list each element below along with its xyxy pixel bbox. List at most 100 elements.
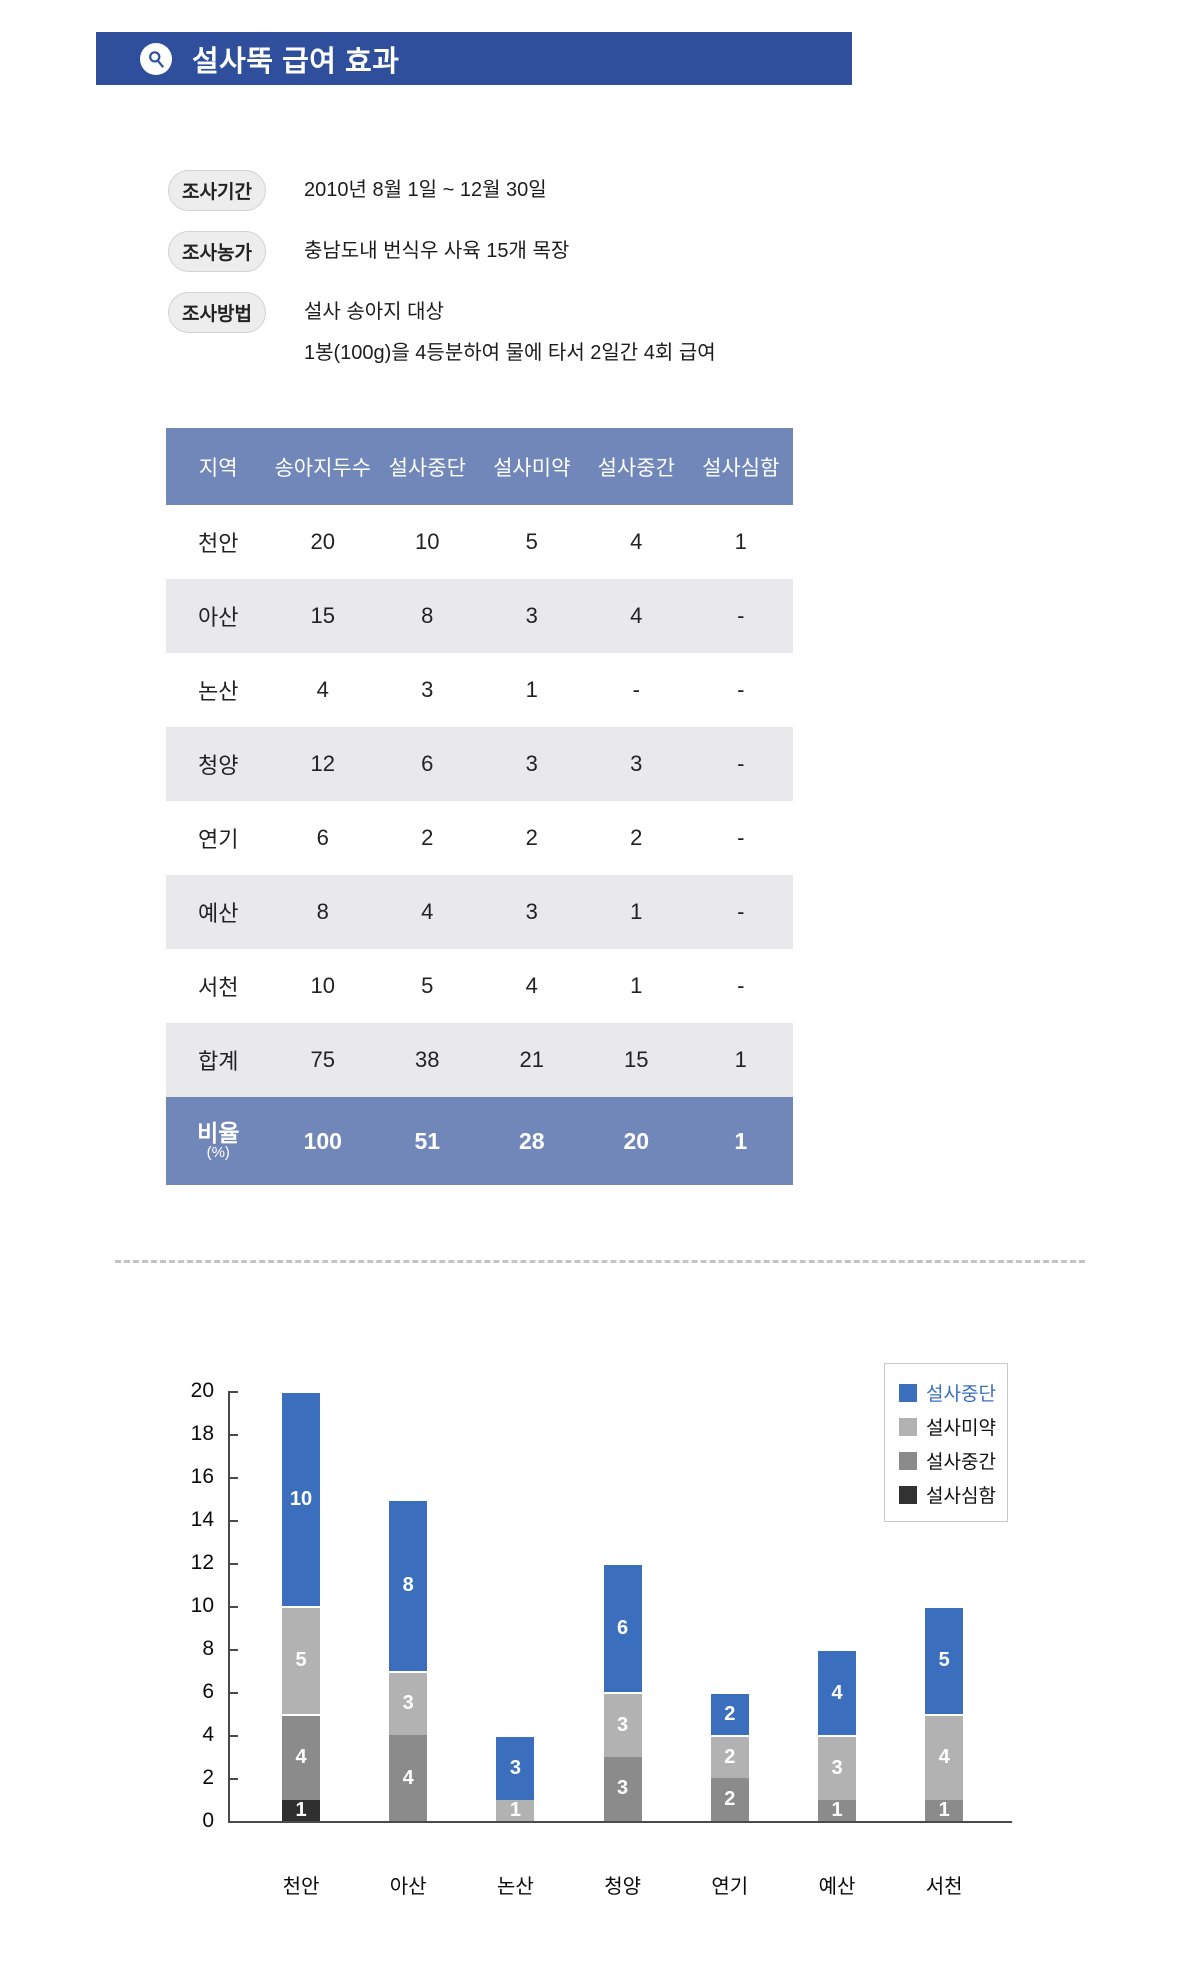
table-cell: 8 <box>270 875 375 949</box>
y-axis-tick <box>228 1434 238 1436</box>
table-row: 예산 8 4 3 1- <box>166 875 793 949</box>
column-header: 설사중간 <box>584 428 689 505</box>
x-axis-label: 청양 <box>604 1876 641 1898</box>
info-row-method: 조사방법 설사 송아지 대상 1봉(100g)을 4등분하여 물에 타서 2일간… <box>168 292 716 374</box>
bar-segment-설사중단: 2 <box>710 1692 749 1735</box>
table-row: 청양 12 6 3 3- <box>166 727 793 801</box>
table-cell: 서천 <box>166 949 271 1023</box>
bar-segment-설사중간: 1 <box>925 1799 964 1821</box>
y-axis-tick-label: 12 <box>190 1551 214 1574</box>
table-cell: 6 <box>375 727 480 801</box>
table-cell: 3 <box>584 727 689 801</box>
table-cell: 2 <box>584 801 689 875</box>
table-cell: 4 <box>270 653 375 727</box>
legend-swatch <box>899 1485 917 1504</box>
table-row: 서천 10 5 4 1- <box>166 949 793 1023</box>
bar-segment-설사중단: 4 <box>818 1649 856 1735</box>
bar-segment-설사중단: 3 <box>496 1735 535 1800</box>
bar-segment-label: 5 <box>938 1649 950 1672</box>
table-cell: - <box>584 653 689 727</box>
table-cell: 청양 <box>166 727 271 801</box>
y-axis-tick <box>228 1606 238 1608</box>
table-cell: - <box>688 801 793 875</box>
x-axis-label: 논산 <box>496 1876 534 1898</box>
bar-segment-설사중간: 4 <box>389 1735 428 1821</box>
ratio-sublabel: (%) <box>206 1144 230 1161</box>
table-cell: 논산 <box>166 653 271 727</box>
y-axis-tick-label: 2 <box>202 1766 214 1789</box>
bar-segment-설사중단: 8 <box>389 1498 428 1671</box>
table-cell: 3 <box>479 875 584 949</box>
bar-segment-label: 4 <box>402 1766 414 1789</box>
table-row: 논산 4 3 1- - <box>166 653 793 727</box>
legend-swatch <box>899 1417 917 1436</box>
y-axis-tick-label: 0 <box>202 1809 214 1832</box>
info-value-farms: 충남도내 번식우 사육 15개 목장 <box>304 240 570 262</box>
bar-segment-label: 8 <box>402 1574 414 1596</box>
bar-segment-label: 1 <box>831 1798 843 1821</box>
bar-segment-label: 1 <box>509 1798 521 1821</box>
table-cell: 합계 <box>166 1023 271 1097</box>
magnifier-icon <box>140 42 172 75</box>
ratio-label: 비율 <box>197 1120 240 1146</box>
info-row-period: 조사기간 2010년 8월 1일 ~ 12월 30일 <box>168 170 547 211</box>
x-axis-label: 천안 <box>282 1876 320 1898</box>
table-cell: 1 <box>584 949 689 1023</box>
bar-segment-설사중단: 6 <box>603 1563 642 1692</box>
ratio-cell: 20 <box>584 1097 689 1185</box>
table-cell: 10 <box>375 505 480 579</box>
y-axis-tick <box>228 1692 238 1694</box>
y-axis-tick <box>228 1563 238 1565</box>
info-method-line2: 1봉(100g)을 4등분하여 물에 타서 2일간 4회 급여 <box>304 342 716 364</box>
bar-segment-label: 2 <box>724 1788 736 1810</box>
x-axis-label: 아산 <box>389 1876 427 1898</box>
bar-segment-label: 5 <box>295 1649 307 1672</box>
table-cell: 연기 <box>166 801 271 875</box>
ratio-cell: 51 <box>375 1097 480 1185</box>
legend-label: 설사중단 <box>926 1384 996 1405</box>
table-cell: 예산 <box>166 875 271 949</box>
y-axis-tick-label: 4 <box>202 1723 214 1746</box>
ratio-label-cell: 비율 (%) <box>166 1097 271 1185</box>
x-axis-label: 예산 <box>818 1876 856 1898</box>
bar-segment-설사심함: 1 <box>282 1798 320 1821</box>
table-cell: 75 <box>270 1023 375 1097</box>
bar-segment-설사미약: 4 <box>925 1713 964 1800</box>
column-header: 설사미약 <box>479 428 584 505</box>
x-axis-label: 연기 <box>711 1876 749 1898</box>
column-header: 송아지두수 <box>270 428 375 505</box>
table-cell: 8 <box>375 579 480 653</box>
legend-item: 설사중간 <box>899 1446 1007 1475</box>
dashed-divider <box>115 1260 1085 1263</box>
info-label-method: 조사방법 <box>168 292 266 333</box>
info-label-farms: 조사농가 <box>168 231 266 272</box>
bar-segment-label: 4 <box>831 1681 843 1704</box>
bar-segment-label: 4 <box>938 1746 950 1768</box>
table-cell: 1 <box>584 875 689 949</box>
x-axis-line <box>228 1821 1012 1823</box>
bar-segment-label: 1 <box>295 1798 307 1821</box>
bar-segment-설사중간: 2 <box>710 1778 749 1821</box>
y-axis-tick-label: 16 <box>190 1465 214 1488</box>
table-cell: 2 <box>375 801 480 875</box>
info-value-period: 2010년 8월 1일 ~ 12월 30일 <box>304 179 547 201</box>
table-cell: 12 <box>270 727 375 801</box>
bar-segment-설사중간: 4 <box>282 1713 320 1800</box>
table-cell: - <box>688 875 793 949</box>
table-row: 합계 75 38 21 15 1 <box>166 1023 793 1097</box>
bar-segment-label: 6 <box>617 1617 629 1639</box>
table-cell: 4 <box>479 949 584 1023</box>
y-axis-tick-label: 20 <box>190 1379 214 1402</box>
info-label-period: 조사기간 <box>168 170 266 211</box>
header-bar: 설사뚝 급여 효과 <box>96 32 852 85</box>
table-cell: 3 <box>375 653 480 727</box>
table-cell: 15 <box>270 579 375 653</box>
table-cell: - <box>688 579 793 653</box>
table-cell: - <box>688 949 793 1023</box>
chart-legend: 설사중단 설사미약 설사중간 설사심함 <box>884 1363 1008 1522</box>
ratio-cell: 28 <box>479 1097 584 1185</box>
legend-item: 설사심함 <box>899 1480 1007 1509</box>
bar-segment-label: 3 <box>617 1777 629 1800</box>
table-cell: 3 <box>479 727 584 801</box>
